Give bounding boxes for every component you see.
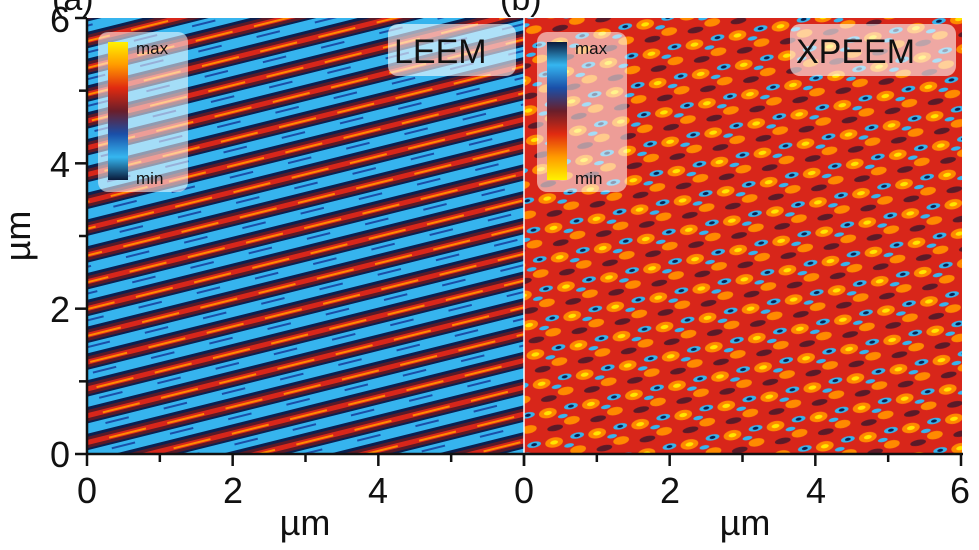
leem-colorbar-min: min xyxy=(136,169,163,188)
leem-label: LEEM xyxy=(394,33,487,71)
leem-colorbar-ramp xyxy=(108,42,128,180)
leem-colorbar-max: max xyxy=(136,39,169,58)
x-tick-label-left-0: 0 xyxy=(77,470,97,511)
xpeem-colorbar-min: min xyxy=(575,169,602,188)
x-tick-label-right-2: 2 xyxy=(660,470,680,511)
leem-panel: max min LEEM xyxy=(87,18,524,454)
leem-colorbar: max min xyxy=(98,32,188,192)
x-tick-label-right-0: 0 xyxy=(514,470,534,511)
y-tick-label-6: 6 xyxy=(50,0,70,40)
panel-label-a: (a) xyxy=(52,0,94,18)
xpeem-colorbar-max: max xyxy=(575,39,608,58)
y-tick-label-4: 4 xyxy=(50,144,70,185)
x-tick-label-left-4: 4 xyxy=(368,470,388,511)
xpeem-colorbar: max min xyxy=(537,32,627,192)
xpeem-label: XPEEM xyxy=(796,33,915,71)
leem-label-box: LEEM xyxy=(388,24,516,76)
x-axis-title-left: µm xyxy=(280,502,331,543)
axis-ticks xyxy=(75,16,963,466)
y-tick-label-0: 0 xyxy=(50,434,70,475)
y-axis-title: µm xyxy=(0,211,38,262)
x-tick-label-right-6: 6 xyxy=(950,470,970,511)
xpeem-label-box: XPEEM xyxy=(790,24,956,76)
x-tick-label-right-4: 4 xyxy=(806,470,826,511)
x-axis-title-right: µm xyxy=(720,502,771,543)
xpeem-colorbar-ramp xyxy=(547,42,567,180)
panel-label-b: (b) xyxy=(500,0,542,18)
xpeem-panel: max min XPEEM xyxy=(524,18,962,454)
y-tick-label-2: 2 xyxy=(50,289,70,330)
x-tick-label-left-2: 2 xyxy=(223,470,243,511)
